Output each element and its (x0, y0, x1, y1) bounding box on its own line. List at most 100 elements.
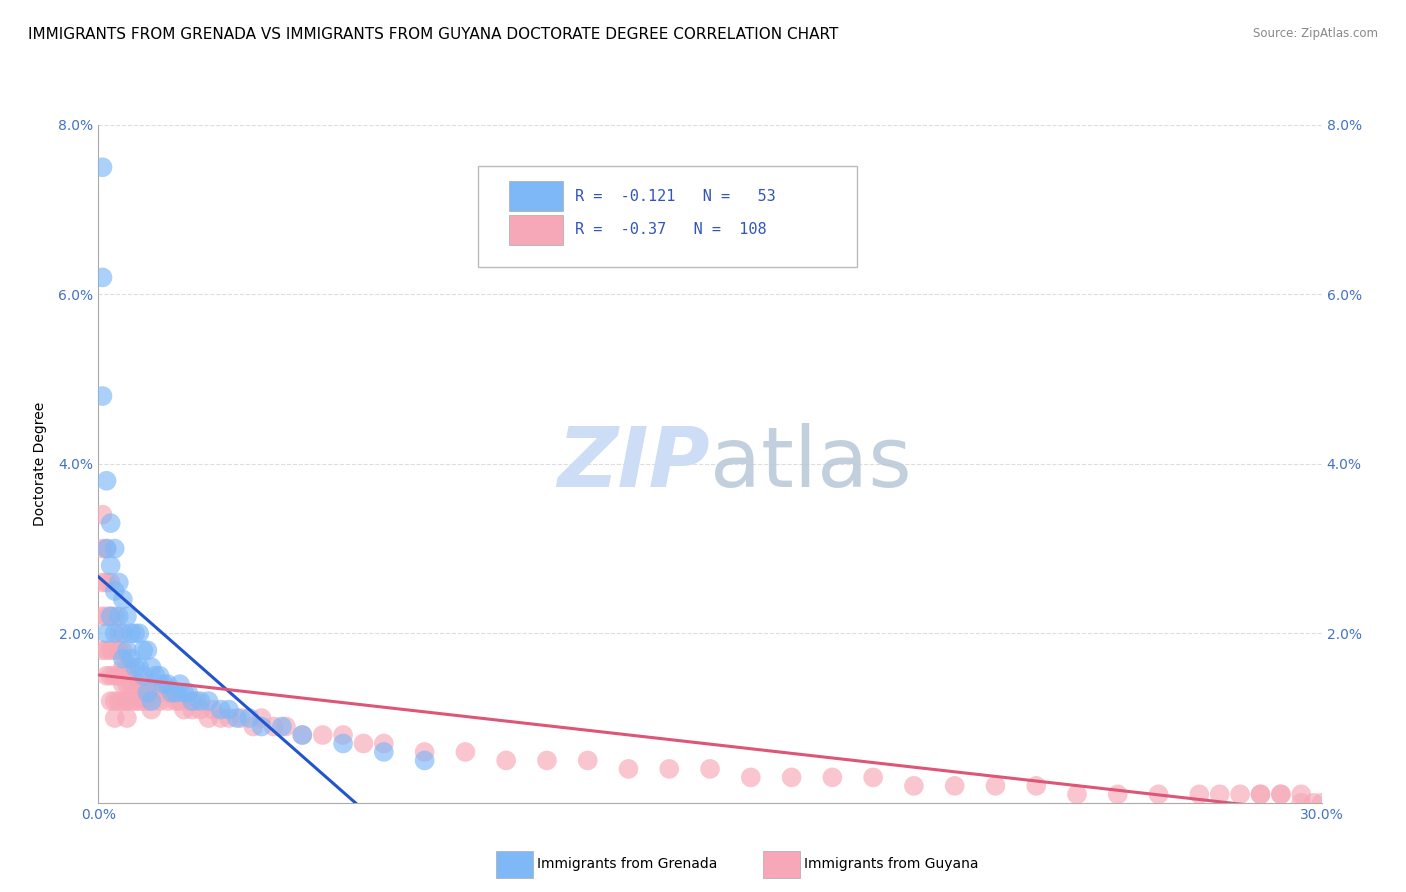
Point (91, 575, 114, 590)
Point (132, 669, 155, 683)
Point (152, 686, 174, 700)
Point (181, 694, 204, 708)
Point (141, 703, 163, 717)
Point (160, 686, 183, 700)
Point (177, 686, 200, 700)
Text: Immigrants from Grenada: Immigrants from Grenada (537, 857, 717, 871)
Point (91, 161, 114, 175)
Point (156, 677, 179, 691)
Text: R =  -0.37   N =  108: R = -0.37 N = 108 (575, 222, 768, 237)
Point (250, 711, 273, 725)
Point (454, 745, 477, 759)
Point (115, 609, 138, 624)
Point (120, 694, 142, 708)
Point (111, 677, 134, 691)
Point (160, 686, 183, 700)
Point (108, 694, 131, 708)
Point (128, 626, 150, 640)
Point (1229, 788, 1251, 801)
Point (115, 677, 138, 691)
Point (576, 753, 599, 767)
Point (141, 694, 163, 708)
Point (124, 694, 146, 708)
Point (149, 694, 172, 708)
Point (250, 719, 273, 733)
Point (177, 694, 200, 708)
Point (108, 643, 131, 657)
Point (91, 643, 114, 657)
Point (1291, 796, 1313, 810)
Point (124, 626, 146, 640)
Point (332, 728, 354, 742)
Point (128, 660, 150, 674)
Point (373, 737, 395, 751)
Point (188, 694, 212, 708)
Point (91, 508, 114, 522)
Point (226, 711, 249, 725)
Point (136, 677, 159, 691)
Point (111, 626, 134, 640)
Point (111, 592, 134, 607)
Point (132, 643, 155, 657)
Point (111, 643, 134, 657)
Point (197, 711, 219, 725)
Point (141, 660, 163, 674)
Point (100, 643, 122, 657)
Point (1331, 788, 1354, 801)
Point (96, 626, 118, 640)
Point (173, 686, 195, 700)
Point (104, 643, 127, 657)
Point (352, 737, 374, 751)
Point (984, 779, 1007, 793)
Point (152, 677, 174, 691)
Point (156, 694, 179, 708)
Point (108, 626, 131, 640)
Point (312, 728, 335, 742)
Point (242, 719, 264, 733)
Point (658, 762, 681, 776)
Point (96, 474, 118, 488)
Point (181, 703, 204, 717)
Point (104, 626, 127, 640)
Point (188, 703, 212, 717)
Point (1291, 788, 1313, 801)
Point (1249, 788, 1271, 801)
Point (1270, 788, 1292, 801)
Point (209, 703, 232, 717)
Point (100, 575, 122, 590)
Point (100, 669, 122, 683)
Point (132, 677, 155, 691)
Point (1351, 788, 1374, 801)
Point (699, 762, 721, 776)
Point (115, 711, 138, 725)
Point (111, 651, 134, 665)
Point (104, 609, 127, 624)
Point (218, 703, 240, 717)
Point (100, 516, 122, 530)
Point (120, 660, 142, 674)
Point (617, 762, 640, 776)
Point (100, 609, 122, 624)
Point (1310, 796, 1333, 810)
Point (149, 677, 172, 691)
Point (145, 686, 167, 700)
Point (120, 626, 142, 640)
Point (1066, 788, 1088, 801)
Point (1331, 788, 1354, 801)
FancyBboxPatch shape (478, 166, 856, 268)
Point (209, 711, 232, 725)
Text: atlas: atlas (710, 424, 911, 504)
Point (291, 728, 314, 742)
Point (169, 677, 191, 691)
Point (141, 686, 163, 700)
Point (108, 609, 131, 624)
Point (91, 609, 114, 624)
Point (115, 643, 138, 657)
Point (1107, 788, 1129, 801)
Point (373, 745, 395, 759)
Point (136, 694, 159, 708)
Point (291, 728, 314, 742)
Point (274, 719, 297, 733)
Point (1249, 788, 1271, 801)
Point (186, 694, 208, 708)
